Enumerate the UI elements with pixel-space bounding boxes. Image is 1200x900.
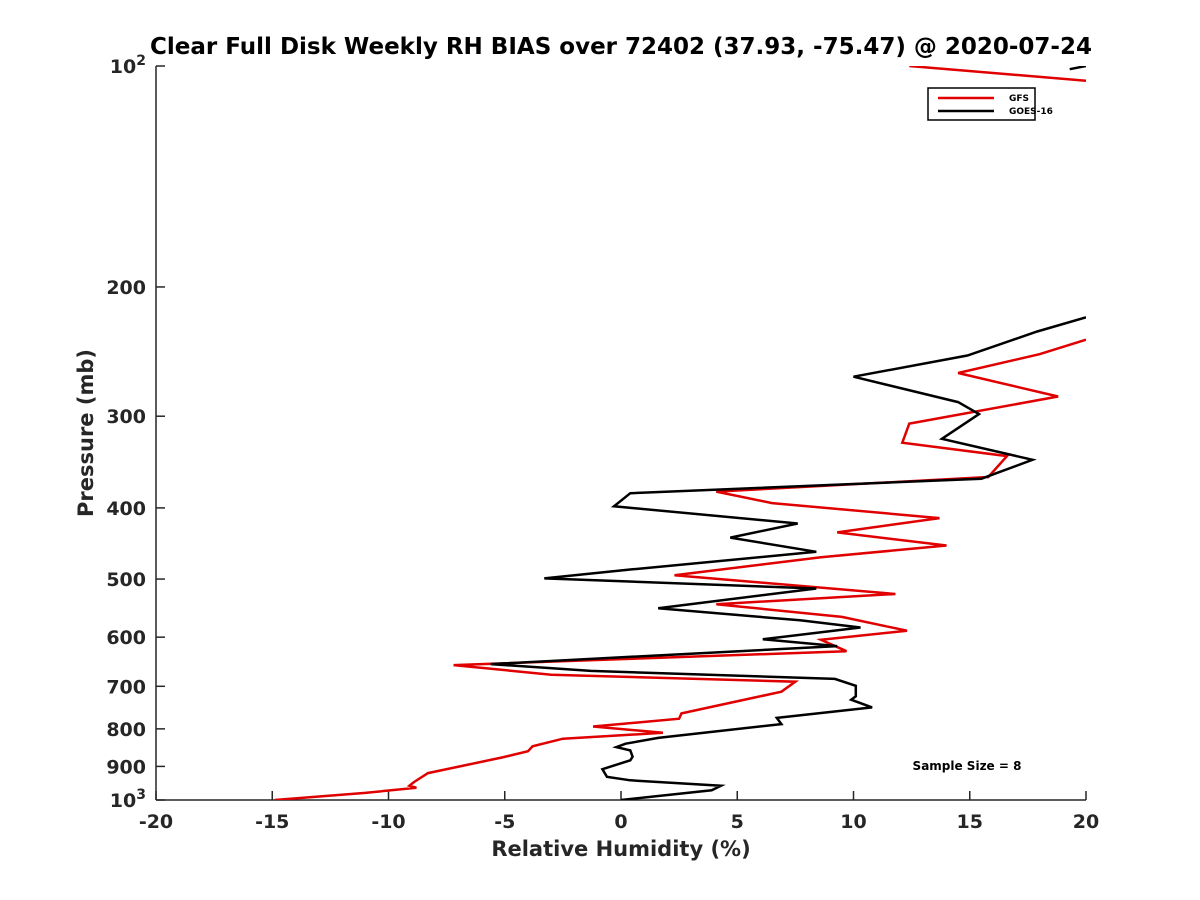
series-goes-16-line	[490, 316, 1086, 800]
x-tick-label: 15	[957, 811, 983, 833]
y-tick-label: 900	[106, 756, 146, 778]
y-tick-label: 200	[106, 277, 146, 299]
x-axis-label: Relative Humidity (%)	[491, 837, 750, 861]
series-gfs-top-segment	[909, 66, 1086, 83]
legend-box	[927, 87, 1036, 121]
x-tick-label: 10	[840, 811, 866, 833]
series-gfs-line	[274, 338, 1086, 800]
y-tick-label: 103	[110, 787, 146, 812]
y-tick-label: 700	[106, 676, 146, 698]
x-tick-label: 20	[1073, 811, 1099, 833]
series-goes-16-top-segment	[1069, 66, 1086, 71]
x-tick-label: 5	[731, 811, 744, 833]
plot-axes: -20 -15 -10 -5 0 5 10 15 20 102 200 300 400 500 600 700…	[106, 53, 1099, 833]
y-tick-label: 500	[106, 569, 146, 591]
x-tick-label: -20	[139, 811, 173, 833]
legend-label: GFS	[1009, 94, 1029, 104]
x-tick-label: 0	[614, 811, 627, 833]
y-axis-label: Pressure (mb)	[74, 349, 98, 517]
legend-label: GOES-16	[1009, 107, 1053, 117]
sample-size-annotation: Sample Size = 8	[913, 759, 1022, 773]
legend: GFS GOES-16	[927, 87, 1053, 121]
series-lines	[274, 66, 1086, 800]
chart-title: Clear Full Disk Weekly RH BIAS over 7240…	[150, 34, 1092, 60]
y-tick-label: 600	[106, 627, 146, 649]
y-tick-label: 102	[110, 53, 146, 78]
x-tick-label: -10	[371, 811, 405, 833]
y-tick-label: 300	[106, 406, 146, 428]
y-tick-label: 800	[106, 719, 146, 741]
y-tick-label: 400	[106, 498, 146, 520]
x-tick-label: -5	[494, 811, 515, 833]
x-tick-label: -15	[255, 811, 289, 833]
